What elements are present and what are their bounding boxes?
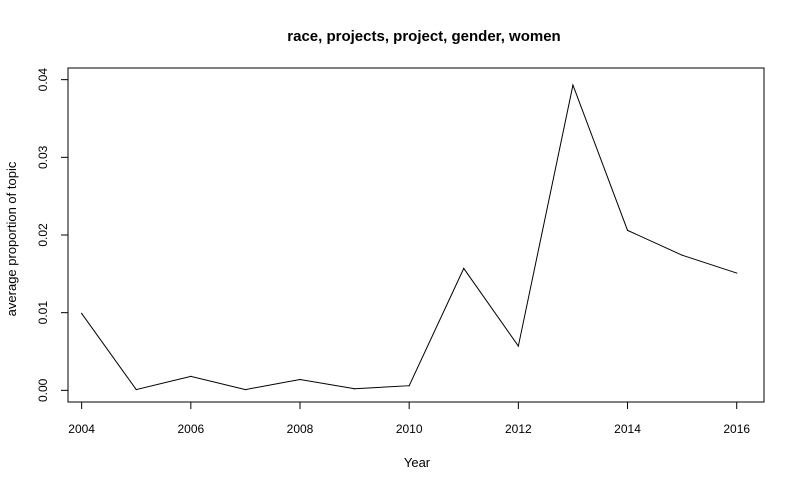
- data-point: [408, 385, 410, 387]
- data-point: [681, 254, 683, 256]
- x-tick-label: 2014: [614, 422, 641, 436]
- x-tick-label: 2010: [396, 422, 423, 436]
- data-point: [626, 229, 629, 231]
- y-tick-label: 0.03: [36, 145, 50, 169]
- data-point: [135, 388, 137, 391]
- x-axis: 2004 2006 2008 2010 2012 2014 2016: [68, 402, 750, 436]
- plot-area-frame: [67, 67, 765, 403]
- x-tick-label: 2016: [723, 422, 750, 436]
- chart-title: race, projects, project, gender, women: [287, 28, 560, 45]
- data-point: [736, 272, 738, 274]
- data-point: [353, 388, 356, 390]
- data-point: [463, 267, 465, 269]
- x-axis-label: Year: [404, 455, 431, 470]
- y-tick-label: 0.00: [36, 378, 50, 402]
- y-axis: 0.00 0.01 0.02 0.03 0.04: [36, 68, 68, 402]
- x-tick-label: 2012: [505, 422, 532, 436]
- x-tick-label: 2004: [68, 422, 95, 436]
- y-tick-label: 0.04: [36, 68, 50, 92]
- x-tick-label: 2006: [177, 422, 204, 436]
- data-point: [81, 312, 83, 315]
- y-tick-label: 0.01: [36, 301, 50, 325]
- y-tick-label: 0.02: [36, 223, 50, 247]
- series-layer: [81, 83, 738, 391]
- data-point: [572, 84, 574, 86]
- x-tick-label: 2008: [287, 422, 314, 436]
- data-point: [299, 378, 301, 381]
- y-axis-label: average proportion of topic: [4, 161, 19, 316]
- series-line: [81, 83, 737, 391]
- data-point: [244, 388, 247, 391]
- data-point: [190, 375, 192, 377]
- data-point: [517, 345, 519, 347]
